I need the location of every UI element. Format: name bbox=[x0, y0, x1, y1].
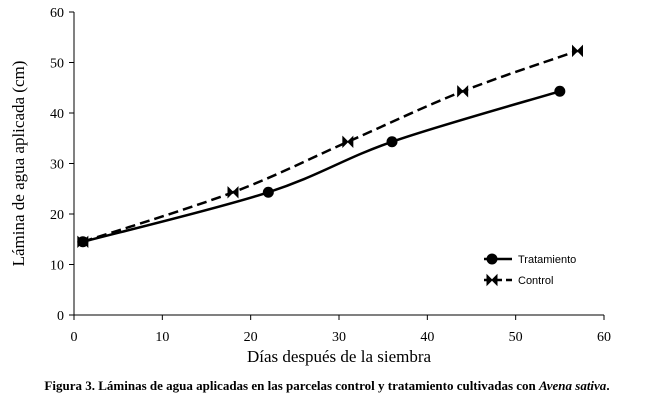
x-tick-label: 40 bbox=[420, 330, 434, 345]
data-point bbox=[554, 85, 566, 97]
y-tick-label: 50 bbox=[50, 57, 64, 72]
data-point bbox=[457, 85, 469, 98]
y-tick-label: 30 bbox=[50, 158, 64, 173]
x-axis-title: Días después de la siembra bbox=[247, 347, 432, 366]
data-point bbox=[386, 136, 398, 148]
caption-prefix: Figura 3. Láminas de agua aplicadas en l… bbox=[44, 378, 540, 393]
series-control bbox=[77, 44, 583, 248]
series-layer bbox=[77, 44, 583, 248]
x-tick-label: 0 bbox=[71, 330, 78, 345]
data-point bbox=[572, 44, 583, 58]
x-tick-label: 20 bbox=[244, 330, 258, 345]
y-tick-label: 10 bbox=[50, 259, 64, 274]
data-point bbox=[262, 186, 274, 198]
y-tick-label: 0 bbox=[57, 309, 64, 324]
figure-caption: Figura 3. Láminas de agua aplicadas en l… bbox=[0, 378, 654, 394]
series-tratamiento bbox=[77, 85, 566, 248]
x-tick-label: 30 bbox=[332, 330, 346, 345]
series-line bbox=[82, 49, 578, 243]
y-axis-ticks: 0 10 20 30 40 50 60 bbox=[50, 6, 74, 324]
series-line bbox=[82, 90, 561, 243]
data-point bbox=[227, 186, 239, 199]
caption-species: Avena sativa bbox=[539, 378, 607, 393]
x-tick-label: 10 bbox=[155, 330, 169, 345]
x-axis-ticks: 0 10 20 30 40 50 60 bbox=[71, 315, 611, 345]
data-point bbox=[77, 235, 89, 248]
legend-swatch-marker bbox=[486, 273, 498, 287]
y-tick-label: 20 bbox=[50, 208, 64, 223]
legend-swatch-marker bbox=[486, 253, 498, 265]
legend-label: Control bbox=[518, 275, 553, 287]
x-tick-label: 50 bbox=[509, 330, 523, 345]
y-tick-label: 60 bbox=[50, 6, 64, 21]
caption-suffix: . bbox=[606, 378, 610, 393]
legend-item-control: Control bbox=[484, 273, 553, 287]
x-tick-label: 60 bbox=[597, 330, 611, 345]
y-tick-label: 40 bbox=[50, 107, 64, 122]
legend-label: Tratamiento bbox=[518, 254, 576, 266]
y-axis-title: Lámina de agua aplicada (cm) bbox=[9, 61, 28, 267]
legend-item-tratamiento: Tratamiento bbox=[484, 253, 576, 266]
legend: Tratamiento Control bbox=[484, 253, 576, 287]
data-point bbox=[342, 135, 354, 148]
